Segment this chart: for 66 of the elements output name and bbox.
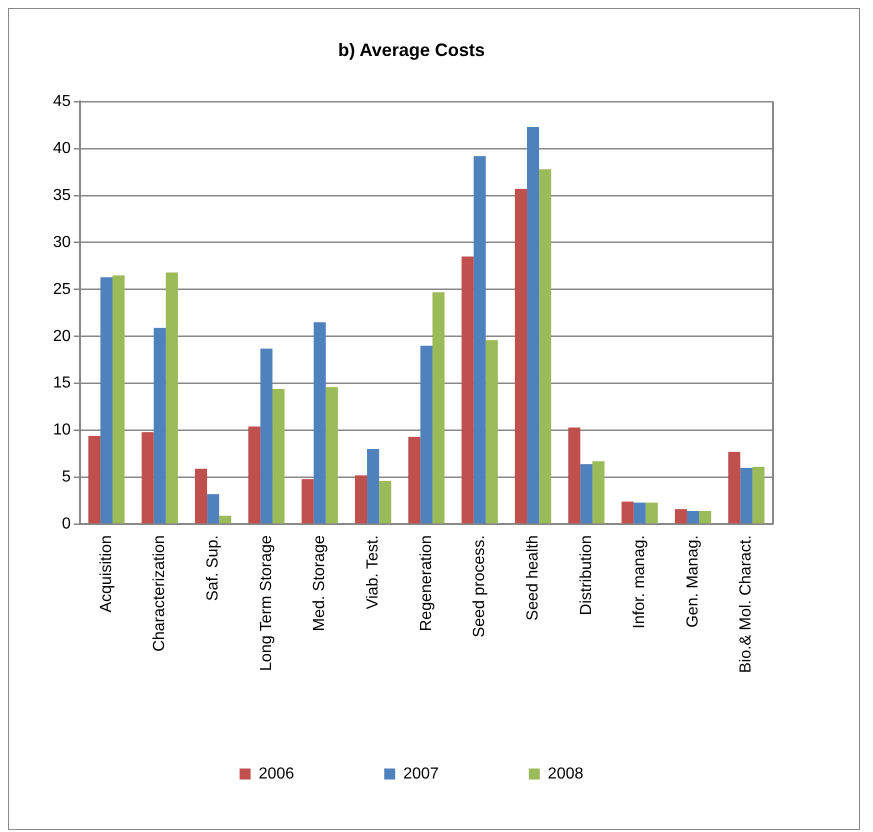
chart-title: b) Average Costs xyxy=(338,40,485,60)
x-tick-label: Distribution xyxy=(578,535,595,616)
bar xyxy=(302,479,314,524)
bar xyxy=(408,436,420,524)
x-tick-label: Acquisition xyxy=(98,535,115,613)
bar xyxy=(752,466,764,524)
bar xyxy=(354,475,368,524)
bar xyxy=(527,126,540,524)
bar xyxy=(100,277,112,524)
bar xyxy=(166,272,178,524)
bar xyxy=(699,511,712,524)
bar xyxy=(154,328,166,524)
bar xyxy=(367,449,380,524)
legend-label: 2007 xyxy=(403,765,439,782)
bar xyxy=(728,452,740,524)
bar xyxy=(248,426,260,524)
legend-label: 2008 xyxy=(548,765,584,782)
y-tick-label: 15 xyxy=(53,374,71,392)
bar xyxy=(326,387,338,524)
x-tick-label: Regeneration xyxy=(418,535,435,632)
bar xyxy=(462,256,474,524)
bar xyxy=(432,292,445,524)
legend-label: 2006 xyxy=(258,765,294,782)
bar xyxy=(314,322,326,524)
bar xyxy=(112,275,125,524)
x-tick-label: Bio.& Mol. Charact. xyxy=(738,535,755,673)
bar xyxy=(207,494,220,524)
bar xyxy=(272,388,285,524)
y-tick-label: 20 xyxy=(53,328,71,345)
x-tick-label: Seed process. xyxy=(471,535,488,638)
x-tick-label: Characterization xyxy=(151,535,168,652)
y-tick-label: 25 xyxy=(53,280,71,298)
bar xyxy=(260,348,272,524)
bar xyxy=(514,188,527,524)
bar xyxy=(474,156,486,524)
bar xyxy=(622,502,634,524)
bar xyxy=(674,509,687,524)
bar xyxy=(379,480,392,524)
bar xyxy=(740,468,752,524)
bar xyxy=(592,461,604,524)
y-tick-label: 35 xyxy=(53,186,71,204)
x-tick-label: Infor. manag. xyxy=(631,535,648,629)
bar xyxy=(219,516,232,524)
y-tick-label: 45 xyxy=(53,93,71,110)
bar xyxy=(88,436,100,524)
bar xyxy=(539,169,552,524)
bar xyxy=(486,340,498,524)
x-tick-label: Seed health xyxy=(524,535,542,621)
y-tick-label: 5 xyxy=(62,468,71,486)
y-tick-label: 40 xyxy=(53,140,71,157)
bar xyxy=(420,346,432,524)
x-tick-label: Viab. Test. xyxy=(364,535,382,610)
x-tick-label: Med. Storage xyxy=(311,535,328,632)
bar xyxy=(568,427,580,524)
bar xyxy=(194,468,208,524)
x-tick-label: Long Term Storage xyxy=(258,535,275,671)
y-tick-label: 30 xyxy=(53,234,71,251)
bar xyxy=(580,464,592,524)
x-tick-label: Saf. Sup. xyxy=(204,535,222,601)
bar xyxy=(142,432,154,524)
y-tick-label: 0 xyxy=(62,516,71,533)
bar xyxy=(634,502,646,524)
bar xyxy=(646,502,658,524)
x-tick-label: Gen. Manag. xyxy=(684,535,702,628)
y-tick-label: 10 xyxy=(53,422,71,439)
bar xyxy=(686,511,700,524)
